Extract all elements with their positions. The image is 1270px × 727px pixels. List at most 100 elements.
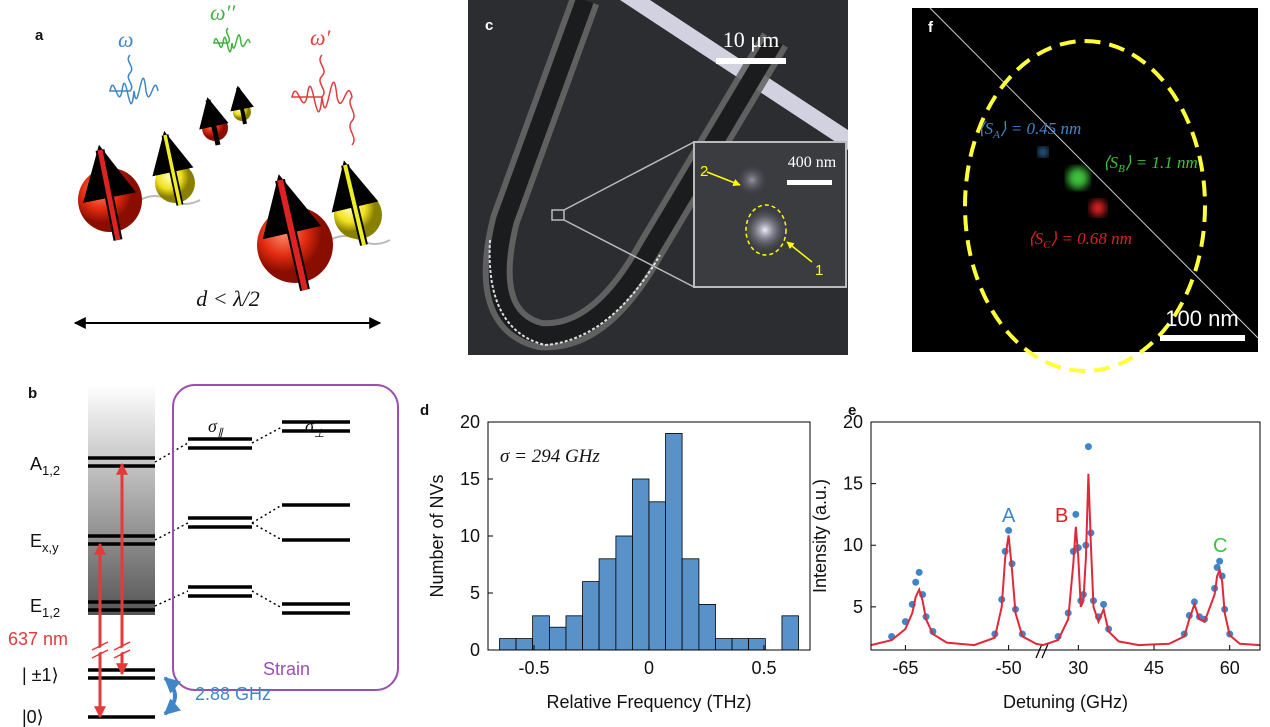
y-tick-label: 15 bbox=[460, 469, 480, 489]
x-tick-label: 0 bbox=[644, 658, 654, 678]
bar bbox=[499, 638, 517, 651]
data-point bbox=[1100, 600, 1108, 608]
size-sub: B bbox=[1118, 163, 1125, 175]
y-tick-label: 10 bbox=[843, 535, 863, 555]
data-point bbox=[1005, 526, 1013, 534]
x-tick-label: 30 bbox=[1068, 658, 1088, 678]
data-point bbox=[915, 568, 923, 576]
y-axis-label: Intensity (a.u.) bbox=[810, 479, 830, 593]
level-label: A1,2 bbox=[30, 454, 60, 478]
panel-label: d bbox=[420, 402, 429, 419]
data-point bbox=[1084, 443, 1092, 451]
x-tick-label: -0.5 bbox=[518, 658, 549, 678]
y-tick-label: 5 bbox=[470, 583, 480, 603]
bar bbox=[698, 604, 716, 651]
marker-label: 2 bbox=[700, 163, 708, 180]
annotation: σ = 294 GHz bbox=[500, 446, 600, 467]
level-label: E1,2 bbox=[30, 596, 60, 620]
level-label: Ex,y bbox=[30, 531, 59, 555]
bar bbox=[565, 615, 583, 651]
fit-line bbox=[870, 473, 1261, 647]
panel-c: 2 1 400 nm 10 μm c bbox=[468, 0, 848, 355]
strain-box bbox=[172, 384, 399, 691]
bar bbox=[731, 638, 749, 651]
axis-break bbox=[1035, 643, 1049, 659]
level-sub: 1,2 bbox=[42, 463, 60, 478]
omega-label: ω′′ bbox=[210, 0, 236, 25]
x-axis-label: Detuning (GHz) bbox=[1003, 692, 1128, 712]
bar bbox=[781, 615, 799, 651]
y-tick-label: 5 bbox=[853, 597, 863, 617]
x-tick-label: 60 bbox=[1220, 658, 1240, 678]
y-tick-label: 15 bbox=[843, 474, 863, 494]
sigma-sub: ∥ bbox=[217, 426, 224, 440]
sigma-sub: ⊥ bbox=[314, 426, 324, 440]
scale-label: 400 nm bbox=[788, 154, 837, 171]
level: A bbox=[30, 454, 42, 474]
panel-f: ⟨SA⟩ = 0.45 nm ⟨SB⟩ = 1.1 nm ⟨SC⟩ = 0.68… bbox=[912, 7, 1259, 373]
size: ⟨S bbox=[1028, 229, 1044, 248]
mw-arrow bbox=[163, 676, 182, 716]
y-tick-label: 0 bbox=[470, 640, 480, 660]
size: ⟩ = 0.45 nm bbox=[1000, 119, 1081, 138]
peak-label: A bbox=[1002, 505, 1016, 527]
x-tick-label: -65 bbox=[892, 658, 918, 678]
bar bbox=[615, 535, 633, 651]
bar bbox=[648, 501, 666, 651]
splitting-label: 2.88 GHz bbox=[195, 684, 271, 704]
size: ⟩ = 1.1 nm bbox=[1125, 153, 1198, 172]
ket-label: |0⟩ bbox=[22, 707, 44, 727]
panel-label: c bbox=[485, 17, 493, 34]
wave bbox=[291, 54, 355, 146]
sigma-label: σ∥ bbox=[208, 416, 224, 440]
bar bbox=[748, 638, 766, 651]
bar bbox=[665, 432, 683, 651]
panel-label: a bbox=[35, 27, 44, 44]
bar bbox=[532, 615, 550, 651]
bar bbox=[549, 626, 567, 651]
ket-label: | ±1⟩ bbox=[22, 665, 59, 685]
size: ⟩ = 0.68 nm bbox=[1050, 229, 1131, 248]
data-point bbox=[1216, 557, 1224, 565]
size: ⟨S bbox=[1103, 153, 1119, 172]
distance-label: d < λ/2 bbox=[196, 286, 260, 311]
bar bbox=[598, 558, 617, 651]
spins bbox=[78, 85, 391, 292]
strain-label: Strain bbox=[263, 659, 310, 679]
peak-label: C bbox=[1213, 535, 1227, 557]
y-tick-label: 10 bbox=[460, 526, 480, 546]
marker-label: 1 bbox=[815, 262, 823, 279]
size-sub: C bbox=[1043, 239, 1051, 251]
laser-arrows bbox=[91, 462, 131, 719]
panel-b: b σ∥ σ⊥ Strain A1,2 Ex,y E1,2 | ±1⟩ |0⟩ … bbox=[8, 384, 399, 727]
size: ⟨S bbox=[978, 119, 994, 138]
scale-label: 10 μm bbox=[723, 27, 779, 52]
panel-label: f bbox=[928, 19, 934, 36]
x-tick-label: 0.5 bbox=[751, 658, 776, 678]
sigma: σ bbox=[208, 416, 218, 436]
plot-frame bbox=[870, 421, 1261, 651]
level: E bbox=[30, 531, 42, 551]
omega-label: ω′ bbox=[310, 25, 332, 50]
wave bbox=[213, 27, 251, 53]
data-point bbox=[912, 578, 920, 586]
size-label: ⟨SA⟩ = 0.45 nm bbox=[978, 119, 1081, 141]
level: E bbox=[30, 596, 42, 616]
x-tick-label: 45 bbox=[1144, 658, 1164, 678]
size-sub: A bbox=[992, 129, 1000, 141]
omega-label: ω bbox=[118, 27, 134, 52]
size-label: ⟨SC⟩ = 0.68 nm bbox=[1028, 229, 1132, 251]
bar bbox=[681, 558, 700, 651]
panel-a: a ω ω′′ ω′ d < λ/2 bbox=[35, 0, 391, 329]
y-tick-label: 20 bbox=[460, 412, 480, 432]
x-tick-label: -50 bbox=[996, 658, 1022, 678]
wave bbox=[109, 54, 159, 105]
bar bbox=[515, 638, 534, 651]
bar bbox=[632, 478, 650, 651]
sigma: σ bbox=[305, 416, 315, 436]
x-axis-label: Relative Frequency (THz) bbox=[546, 692, 751, 712]
peak-label: B bbox=[1055, 505, 1068, 527]
laser-label: 637 nm bbox=[8, 629, 68, 649]
level-sub: 1,2 bbox=[42, 605, 60, 620]
